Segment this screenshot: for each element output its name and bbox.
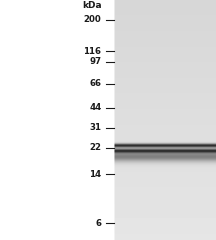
- Text: 200: 200: [84, 15, 102, 24]
- Text: 22: 22: [89, 143, 102, 152]
- Text: 6: 6: [95, 219, 102, 228]
- Text: 31: 31: [89, 123, 102, 132]
- Text: 14: 14: [89, 169, 102, 179]
- Text: 44: 44: [89, 103, 102, 112]
- Text: 97: 97: [89, 57, 102, 66]
- Text: kDa: kDa: [82, 1, 102, 10]
- Text: 116: 116: [84, 47, 102, 56]
- Text: 66: 66: [89, 79, 102, 89]
